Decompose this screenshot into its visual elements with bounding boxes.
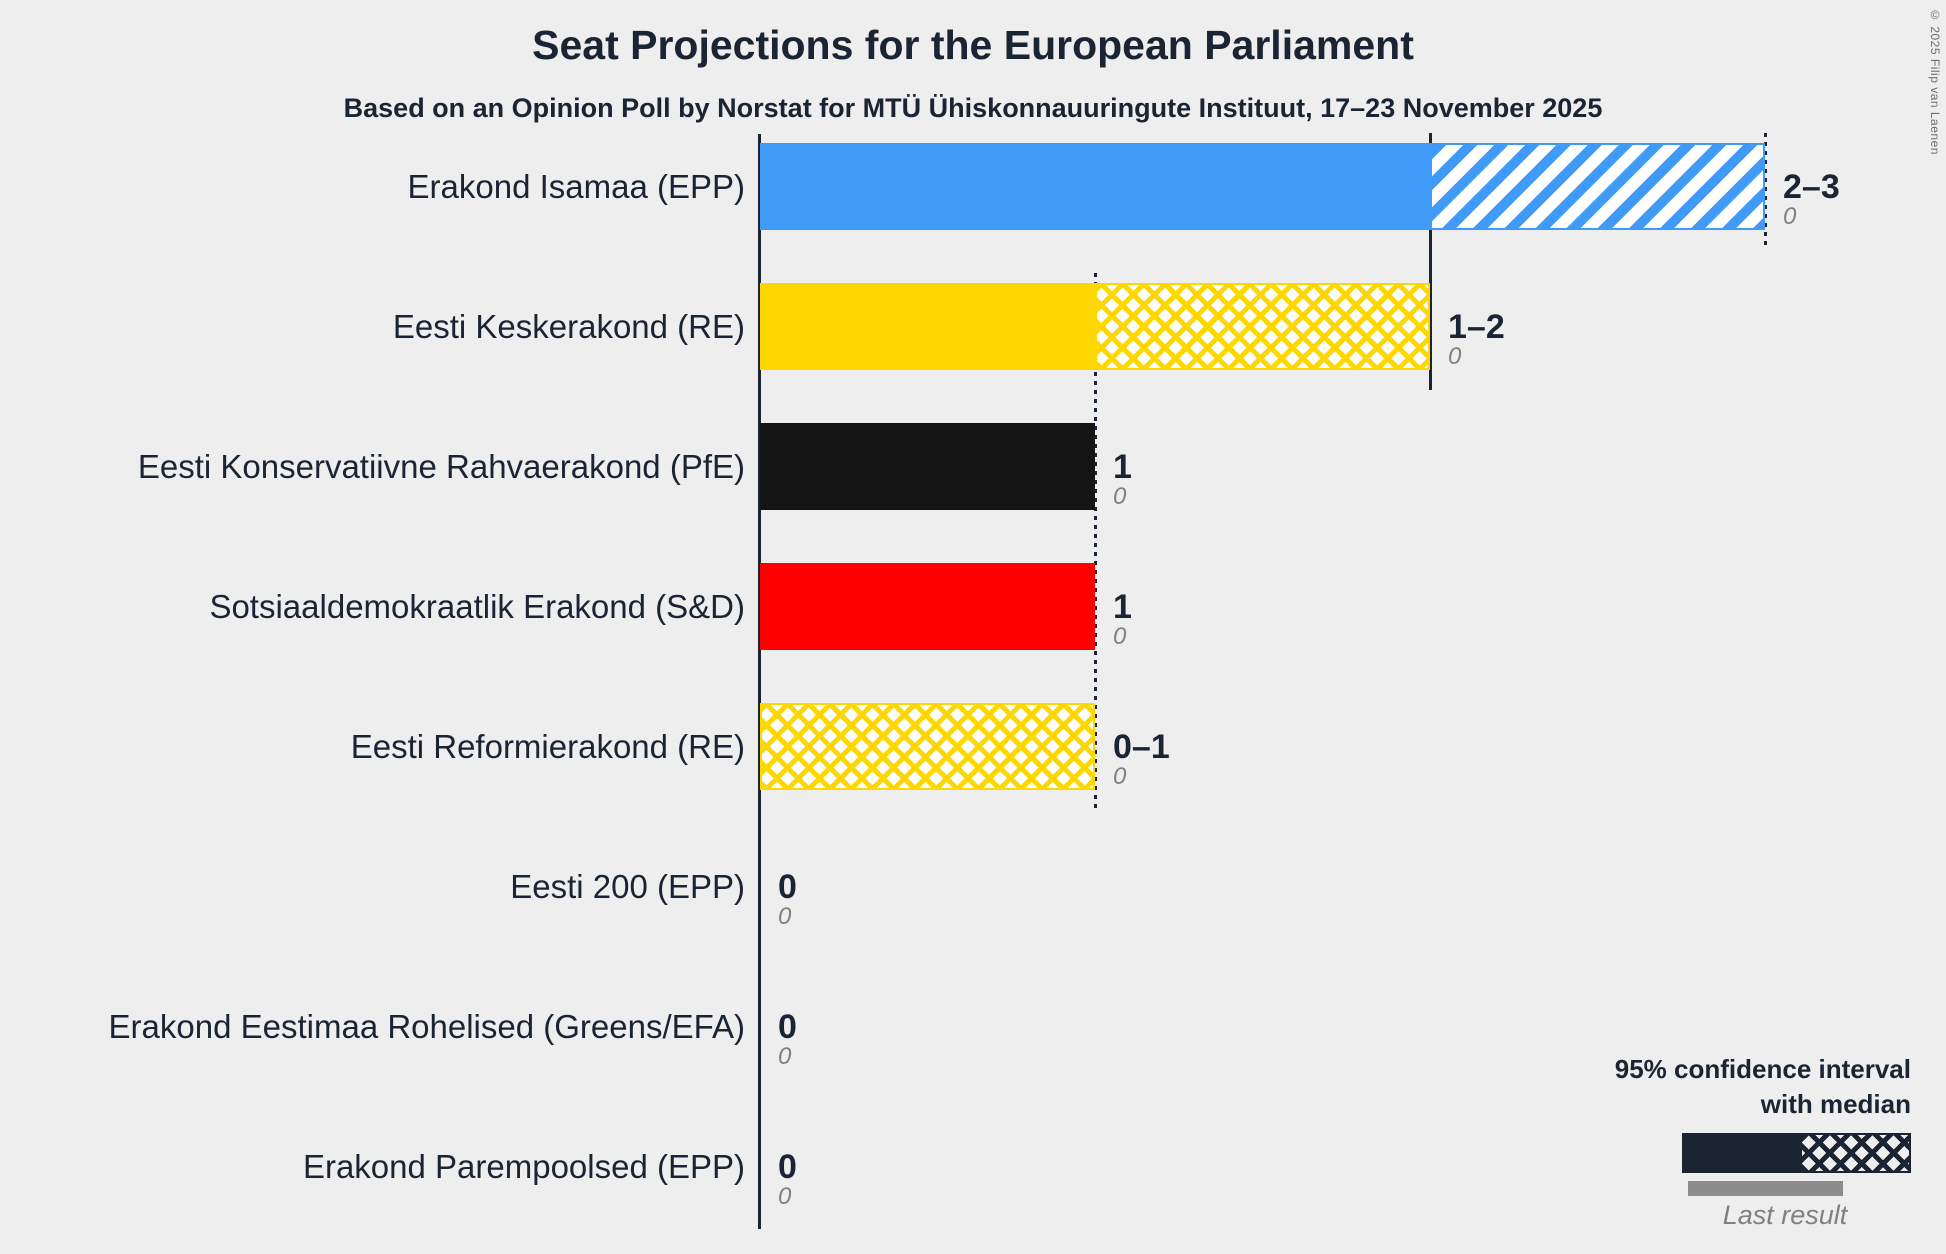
legend-ci-label-line1: 95% confidence interval xyxy=(1614,1054,1911,1084)
party-label: Sotsiaaldemokraatlik Erakond (S&D) xyxy=(209,587,745,625)
party-label: Eesti Reformierakond (RE) xyxy=(350,727,745,765)
last-result-label: 0 xyxy=(1783,202,1797,230)
legend-sample-median-block xyxy=(1682,1133,1800,1173)
chart-subtitle: Based on an Opinion Poll by Norstat for … xyxy=(343,93,1603,123)
last-result-label: 0 xyxy=(778,902,792,930)
party-label: Erakond Eestimaa Rohelised (Greens/EFA) xyxy=(108,1007,745,1045)
seat-guide-line xyxy=(1428,133,1432,390)
last-result-label: 0 xyxy=(1113,482,1127,510)
party-label: Erakond Parempoolsed (EPP) xyxy=(302,1147,745,1185)
last-result-label: 0 xyxy=(778,1182,792,1210)
party-label: Eesti Keskerakond (RE) xyxy=(392,307,745,345)
value-label: 1–2 xyxy=(1448,307,1505,346)
party-label: Erakond Isamaa (EPP) xyxy=(407,167,745,205)
last-result-label: 0 xyxy=(1113,622,1127,650)
last-result-label: 0 xyxy=(1113,762,1127,790)
last-result-label: 0 xyxy=(778,1042,792,1070)
value-label: 1 xyxy=(1113,587,1132,626)
bar-confidence-interval xyxy=(1430,143,1765,230)
value-label: 0 xyxy=(778,867,797,906)
bar-median-solid xyxy=(760,143,1430,230)
value-label: 0 xyxy=(778,1007,797,1046)
y-axis-line xyxy=(758,134,761,1229)
value-label: 0 xyxy=(778,1147,797,1186)
bar-confidence-interval xyxy=(760,703,1095,790)
last-result-label: 0 xyxy=(1448,342,1462,370)
bar-median-solid xyxy=(760,423,1095,510)
value-label: 2–3 xyxy=(1783,167,1840,206)
bar-confidence-interval xyxy=(1095,283,1430,370)
legend-ci-label-line2: with median xyxy=(1760,1089,1911,1119)
legend-sample-bar xyxy=(1682,1133,1911,1173)
value-label: 0–1 xyxy=(1113,727,1170,766)
copyright-note: © 2025 Filip van Laenen xyxy=(1928,8,1942,155)
bar-median-solid xyxy=(760,563,1095,650)
party-label: Eesti Konservatiivne Rahvaerakond (PfE) xyxy=(137,447,745,485)
seat-guide-line xyxy=(1763,133,1767,250)
bar-median-solid xyxy=(760,283,1095,370)
party-label: Eesti 200 (EPP) xyxy=(510,867,745,905)
chart-title: Seat Projections for the European Parlia… xyxy=(532,22,1414,68)
value-label: 1 xyxy=(1113,447,1132,486)
legend-last-result-label: Last result xyxy=(1722,1200,1848,1230)
legend-last-result-bar xyxy=(1688,1181,1843,1196)
seat-guide-line xyxy=(1093,273,1097,810)
legend-sample-ci-hatch xyxy=(1800,1133,1911,1173)
